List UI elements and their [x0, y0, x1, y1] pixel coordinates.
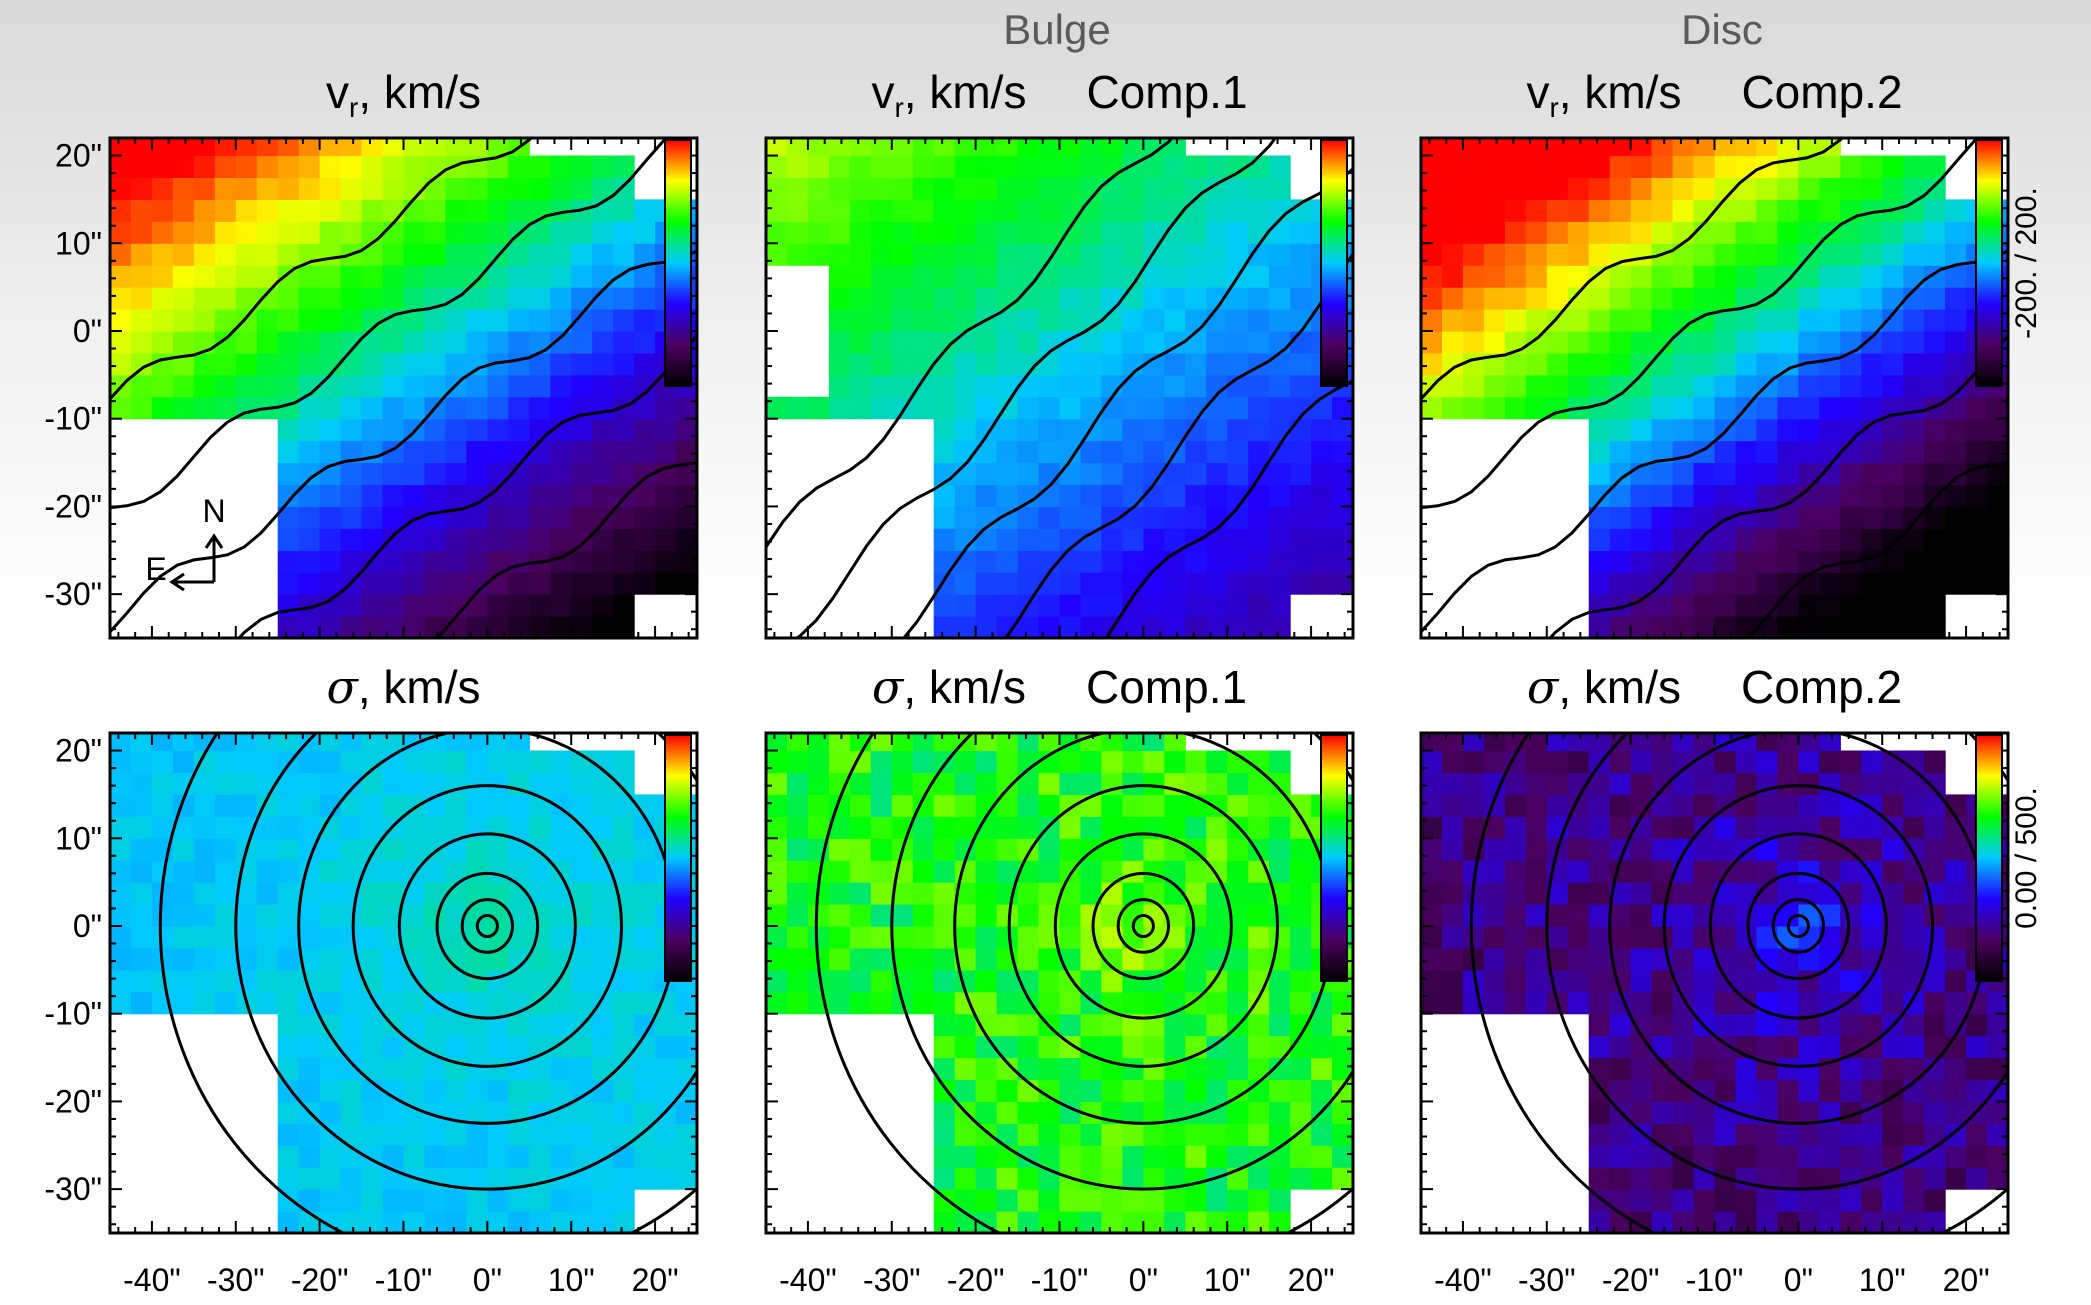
x-tick-label: -20" [1602, 1262, 1660, 1298]
panel-title-symbol: σ [1527, 660, 1560, 714]
panel-title-unit: , km/s [904, 66, 1027, 118]
map-image [110, 138, 697, 638]
x-tick-label: -40" [123, 1262, 181, 1298]
panel-title-symbol: v [1526, 66, 1549, 118]
colorbar [1320, 139, 1348, 387]
contours [110, 138, 697, 638]
panel-title-component: Comp.1 [1086, 661, 1247, 713]
panel-title-unit: , km/s [358, 661, 481, 713]
contours [766, 138, 1353, 638]
y-tick-label: 0" [73, 313, 102, 349]
y-tick-label: 0" [73, 908, 102, 944]
axis-ticks [110, 137, 697, 638]
panel-title-subscript: r [894, 92, 903, 123]
panel-title: σ, km/s [326, 660, 480, 714]
panel-title-symbol: σ [872, 660, 905, 714]
panel-title-subscript: r [349, 92, 358, 123]
colorbar-label: -200. / 200. [2010, 187, 2043, 339]
contours [1421, 138, 2008, 638]
panel-title-unit: , km/s [1558, 661, 1681, 713]
y-tick-label: -20" [44, 488, 102, 524]
panel-title-subscript: r [1549, 92, 1558, 123]
y-tick-label: -30" [44, 1171, 102, 1207]
column-headings: Bulge Disc [1003, 6, 1763, 53]
map-image [110, 733, 697, 1233]
panel-title-symbol: v [326, 66, 349, 118]
y-tick-label: -20" [44, 1083, 102, 1119]
x-tick-label: -10" [1031, 1262, 1089, 1298]
colorbar [664, 139, 692, 387]
panel-title: vr, km/s Comp.2 [1526, 66, 1902, 123]
y-tick-label: -10" [44, 401, 102, 437]
x-tick-label: 10" [1859, 1262, 1906, 1298]
x-tick-label: -30" [863, 1262, 921, 1298]
x-tick-label: 10" [1204, 1262, 1251, 1298]
panel-title-unit: , km/s [1559, 66, 1682, 118]
compass: N E [145, 493, 226, 592]
map-image [766, 138, 1353, 638]
x-tick-label: 20" [632, 1262, 679, 1298]
panel-title-component: Comp.2 [1741, 66, 1902, 118]
panel-title-unit: , km/s [358, 66, 481, 118]
x-tick-label: 20" [1943, 1262, 1990, 1298]
colorbar [1975, 139, 2003, 387]
y-tick-label: -30" [44, 576, 102, 612]
x-tick-label: 20" [1288, 1262, 1335, 1298]
panel-title-unit: , km/s [903, 661, 1026, 713]
colorbar [664, 734, 692, 982]
x-tick-label: 0" [473, 1262, 502, 1298]
x-tick-label: -20" [291, 1262, 349, 1298]
contours [158, 733, 697, 1233]
panel-5: σ, km/s Comp.1 -40" -30" -20" -10" 0" 10" 20" [764, 660, 1355, 1298]
y-tick-label: 20" [55, 138, 102, 174]
panel-title: vr, km/s [326, 66, 481, 123]
x-tick-label: -30" [207, 1262, 265, 1298]
panel-title-symbol: σ [326, 660, 359, 714]
map-image [766, 733, 1353, 1233]
y-tick-label: 10" [55, 225, 102, 261]
x-tick-label: -10" [1686, 1262, 1744, 1298]
panel-2: vr, km/s Comp.1 [764, 66, 1355, 640]
colorbar-label: 0.00 / 500. [2010, 787, 2043, 929]
compass-arrow-icon [169, 533, 224, 592]
axis-ticks [766, 732, 1353, 1233]
panel-title-component: Comp.2 [1741, 661, 1902, 713]
panel-4: σ, km/s20"10"0"-10"-20"-30"-40" -30" -20" -… [44, 660, 699, 1298]
panel-title: vr, km/s Comp.1 [871, 66, 1247, 123]
panel-6: σ, km/s Comp.2 -40" -30" -20" -10" 0" 10" 20" 0.0… [1419, 660, 2043, 1298]
panel-1: vr, km/s 20" 10" 0" -10" -20" -30" [44, 66, 699, 640]
x-tick-label: 10" [548, 1262, 595, 1298]
x-tick-label: -10" [375, 1262, 433, 1298]
colorbar [1320, 734, 1348, 982]
x-tick-label: 0" [1784, 1262, 1813, 1298]
x-tick-label: -30" [1518, 1262, 1576, 1298]
y-tick-label: 10" [55, 820, 102, 856]
panel-title-symbol: v [871, 66, 894, 118]
panel-title: σ, km/s Comp.1 [872, 660, 1247, 714]
panel-title-component: Comp.1 [1086, 66, 1247, 118]
y-tick-label: -10" [44, 996, 102, 1032]
column-heading-2: Disc [1681, 6, 1763, 53]
x-tick-label: 0" [1129, 1262, 1158, 1298]
y-tick-label: 20" [55, 733, 102, 769]
map-image [1421, 733, 2008, 1233]
panel-title: σ, km/s Comp.2 [1527, 660, 1902, 714]
compass-east-label: E [145, 551, 166, 587]
x-tick-label: -20" [947, 1262, 1005, 1298]
column-heading-1: Bulge [1003, 6, 1110, 53]
axis-ticks [1421, 137, 2008, 638]
panel-grid: vr, km/s20"10"0"-10"-20"-30"vr, km/s Comp… [44, 66, 2043, 1298]
x-tick-label: -40" [779, 1262, 837, 1298]
compass-north-label: N [202, 493, 225, 529]
x-tick-label: -40" [1434, 1262, 1492, 1298]
panel-3: vr, km/s Comp.2 -200. / 200. [1419, 66, 2043, 640]
colorbar [1975, 734, 2003, 982]
map-image [1421, 138, 2008, 638]
